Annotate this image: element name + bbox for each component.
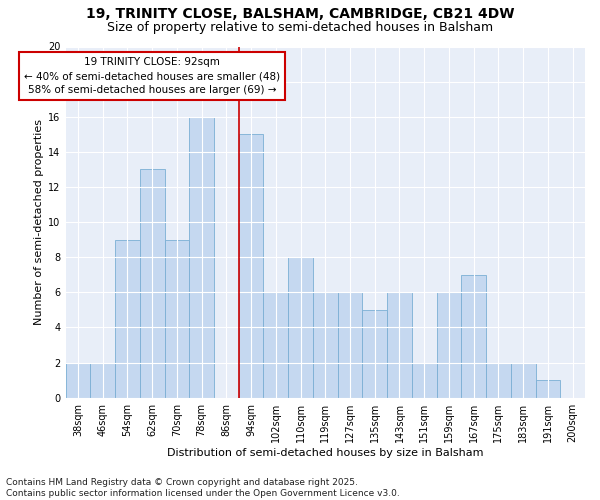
Bar — [90, 362, 115, 398]
Bar — [263, 292, 288, 398]
Bar — [140, 170, 164, 398]
Bar — [164, 240, 189, 398]
X-axis label: Distribution of semi-detached houses by size in Balsham: Distribution of semi-detached houses by … — [167, 448, 484, 458]
Bar — [387, 292, 412, 398]
Text: Size of property relative to semi-detached houses in Balsham: Size of property relative to semi-detach… — [107, 21, 493, 34]
Bar — [313, 292, 338, 398]
Y-axis label: Number of semi-detached properties: Number of semi-detached properties — [34, 119, 44, 325]
Bar — [536, 380, 560, 398]
Bar — [362, 310, 387, 398]
Text: 19, TRINITY CLOSE, BALSHAM, CAMBRIDGE, CB21 4DW: 19, TRINITY CLOSE, BALSHAM, CAMBRIDGE, C… — [86, 8, 514, 22]
Text: Contains HM Land Registry data © Crown copyright and database right 2025.
Contai: Contains HM Land Registry data © Crown c… — [6, 478, 400, 498]
Text: 19 TRINITY CLOSE: 92sqm
← 40% of semi-detached houses are smaller (48)
58% of se: 19 TRINITY CLOSE: 92sqm ← 40% of semi-de… — [24, 57, 280, 95]
Bar — [288, 257, 313, 398]
Bar — [65, 362, 90, 398]
Bar — [486, 362, 511, 398]
Bar — [412, 362, 437, 398]
Bar — [511, 362, 536, 398]
Bar — [239, 134, 263, 398]
Bar — [437, 292, 461, 398]
Bar — [115, 240, 140, 398]
Bar — [461, 275, 486, 398]
Bar — [338, 292, 362, 398]
Bar — [189, 116, 214, 398]
